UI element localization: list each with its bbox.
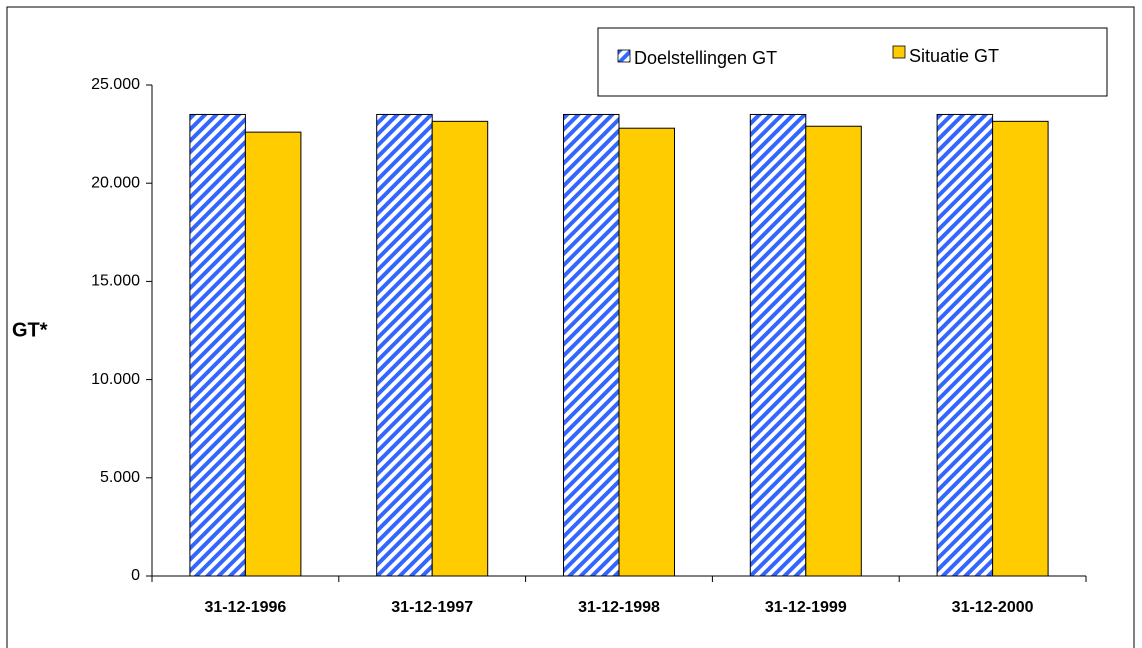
legend-label: Doelstellingen GT [634,48,777,68]
y-tick-label: 10.000 [91,371,140,388]
y-tick-label: 25.000 [91,76,140,93]
x-tick-label: 31-12-2000 [952,599,1034,616]
x-tick-label: 31-12-1998 [578,599,660,616]
bar [244,131,302,577]
legend-box [597,27,1108,97]
bar [936,113,994,577]
bar [749,113,807,577]
y-axis-label: GT* [12,319,48,341]
x-tick-label: 31-12-1997 [391,599,473,616]
bar [431,120,489,577]
bar [992,120,1049,577]
bar [563,113,620,577]
y-tick-label: 20.000 [91,174,140,191]
y-tick-label: 0 [131,567,140,584]
y-tick-label: 15.000 [91,273,140,290]
legend-label: Situatie GT [909,46,999,66]
x-tick-label: 31-12-1996 [204,599,286,616]
bar [376,113,433,577]
legend-swatch [892,45,906,59]
legend-swatch [617,49,631,63]
y-tick-label: 5.000 [100,469,140,486]
x-tick-label: 31-12-1999 [765,599,847,616]
frame [6,6,1135,648]
bar [189,113,246,577]
bar [805,125,862,577]
bar [618,127,675,577]
